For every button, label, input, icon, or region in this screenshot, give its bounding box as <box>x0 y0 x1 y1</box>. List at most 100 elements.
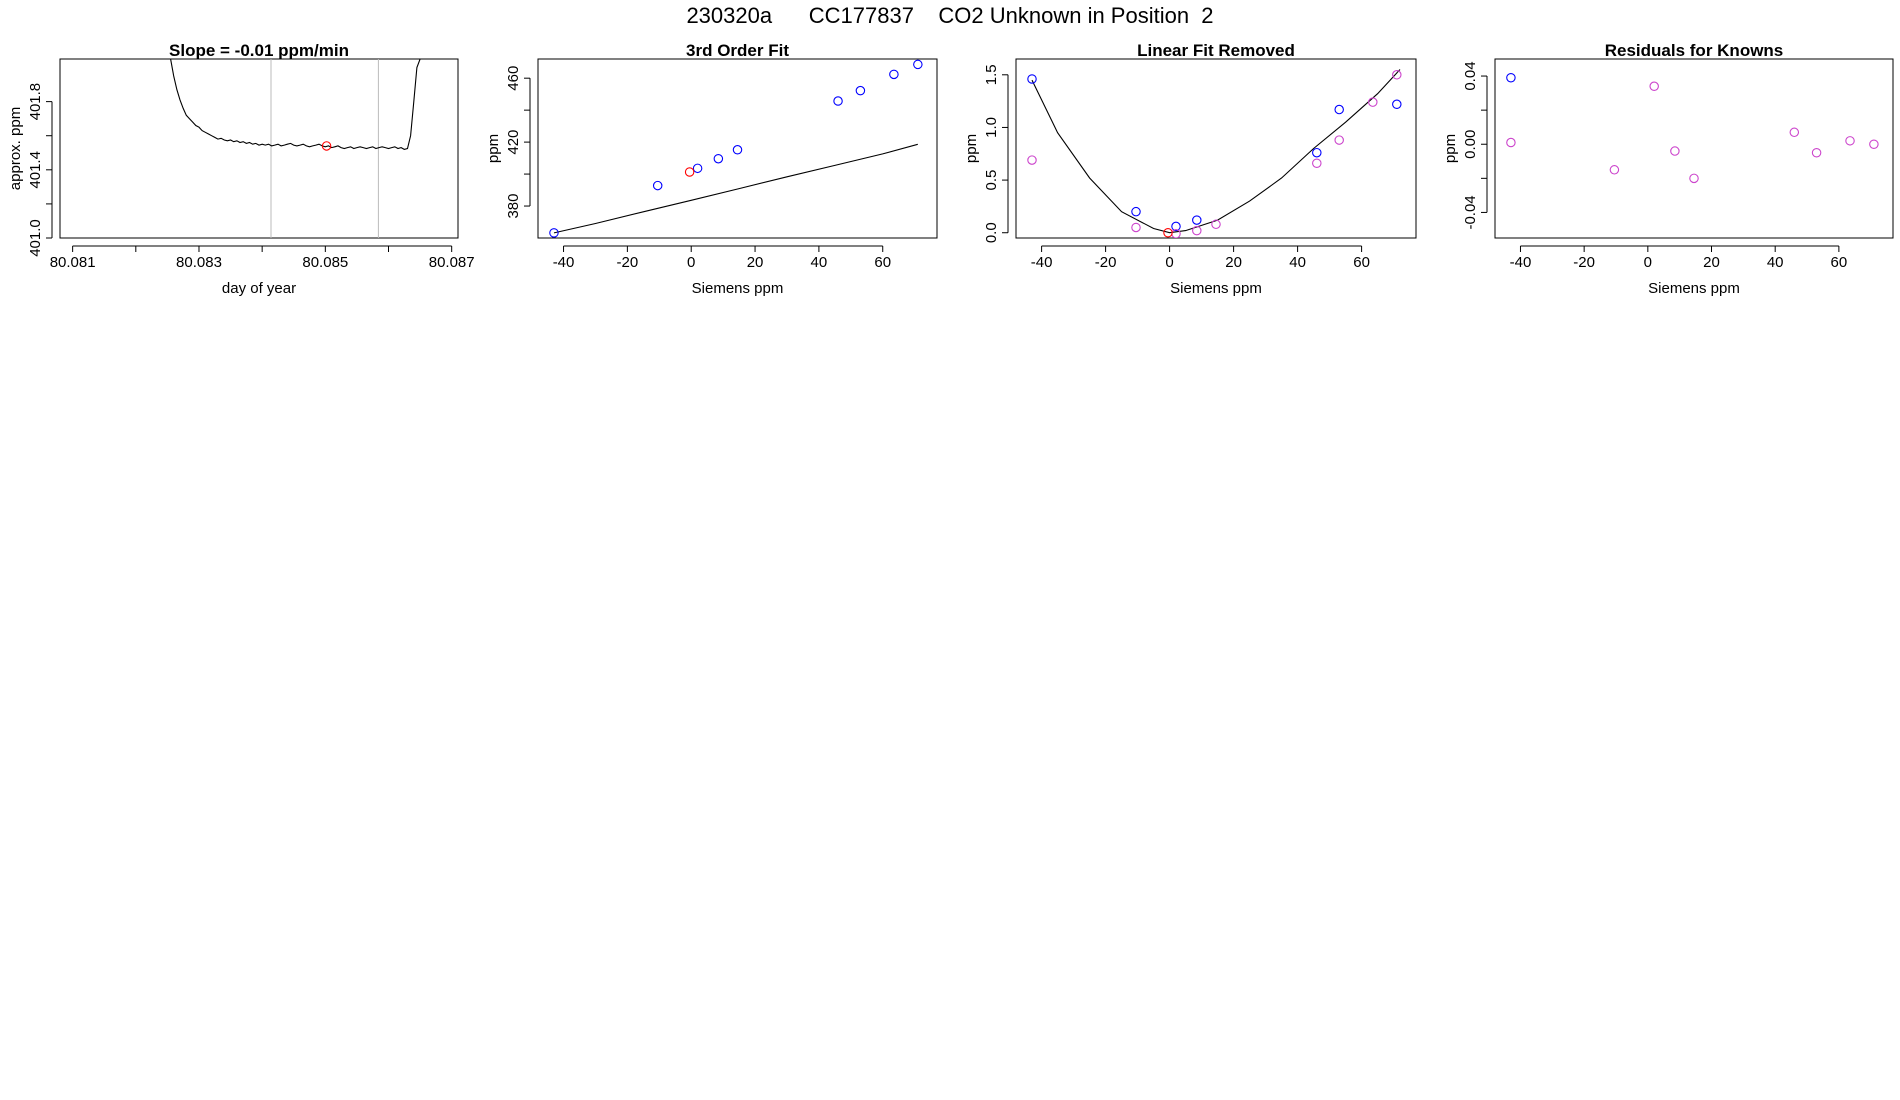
known-point <box>1506 73 1516 83</box>
plot-area <box>1506 73 1879 184</box>
plot-area <box>1027 69 1402 238</box>
y-tick-label: 420 <box>505 130 522 155</box>
known-point <box>1027 74 1037 84</box>
known-point <box>1334 104 1344 115</box>
known-point <box>692 163 703 174</box>
x-axis-label: Siemens ppm <box>1648 280 1740 297</box>
chart-panel-3: Linear Fit Removed -40 -20 0 20 40 60 Siemens p… <box>963 41 1417 297</box>
x-tick-label: 60 <box>1353 254 1370 271</box>
chart-title: Residuals for Knowns <box>1605 41 1784 60</box>
known-point <box>652 180 663 191</box>
x-tick-label: 20 <box>747 254 764 271</box>
x-tick-label: 0 <box>687 254 695 271</box>
x-axis-label: day of year <box>222 280 296 297</box>
y-tick-label: 0.0 <box>983 222 1000 243</box>
x-tick-label: 80.085 <box>302 254 348 271</box>
x-tick-label: -40 <box>1031 254 1053 271</box>
x-tick-label: 0 <box>1165 254 1173 271</box>
y-tick-label: 1.5 <box>983 64 1000 85</box>
known-point <box>889 69 899 80</box>
y-tick-label: 401.8 <box>27 83 44 121</box>
y-axis-label: ppm <box>963 134 980 163</box>
known-point <box>713 153 724 164</box>
residual-point <box>1845 136 1855 146</box>
plot-area <box>549 59 923 238</box>
x-tick-label: 20 <box>1225 254 1242 271</box>
y-tick-label: 401.0 <box>27 219 44 257</box>
x-tick-label: 0 <box>1644 254 1652 271</box>
x-tick-label: 40 <box>1767 254 1784 271</box>
y-tick-label: 401.4 <box>27 151 44 189</box>
y-axis-label: approx. ppm <box>7 107 24 190</box>
series-line <box>553 143 918 234</box>
unknown-point <box>1163 227 1173 238</box>
plot-frame <box>537 58 938 239</box>
residual-point <box>1192 225 1202 236</box>
x-tick-label: -40 <box>1510 254 1532 271</box>
plot-frame <box>1494 58 1894 239</box>
chart-title: 3rd Order Fit <box>686 41 789 60</box>
unknown-point <box>321 141 332 151</box>
residual-point <box>1609 165 1620 175</box>
x-tick-label: -20 <box>617 254 639 271</box>
x-tick-label: 80.087 <box>429 254 475 271</box>
x-tick-label: 80.081 <box>50 254 96 271</box>
y-tick-label: 380 <box>505 194 522 219</box>
chart-panel-2: 3rd Order Fit -40 -20 0 20 40 60 Siemens ppm 380… <box>485 41 938 297</box>
x-tick-label: 60 <box>874 254 891 271</box>
page-title: 230320a CC177837 CO2 Unknown in Position… <box>686 3 1214 28</box>
chart-panel-4: Residuals for Knowns -40 -20 0 20 40 60 Siemens… <box>1442 41 1894 297</box>
residual-point <box>1368 97 1378 107</box>
y-tick-label: 460 <box>505 66 522 91</box>
residual-point <box>1334 135 1344 145</box>
residual-point <box>1027 155 1037 165</box>
plot-area <box>170 59 421 238</box>
x-tick-label: 80.083 <box>176 254 222 271</box>
residual-point <box>1689 173 1699 184</box>
y-tick-label: 0.5 <box>983 170 1000 191</box>
plot-frame <box>59 58 459 239</box>
known-point <box>1392 99 1402 110</box>
x-tick-label: 20 <box>1703 254 1720 271</box>
known-point <box>1171 221 1181 232</box>
residual-point <box>1649 81 1659 92</box>
residual-point <box>1392 70 1402 80</box>
series-line <box>1031 69 1401 234</box>
residual-point <box>1131 222 1141 233</box>
known-point <box>1312 147 1322 158</box>
chart-panel-1: Slope = -0.01 ppm/min 80.081 80.083 80.085 8… <box>7 41 475 297</box>
y-axis-label: ppm <box>485 134 502 163</box>
x-axis-label: Siemens ppm <box>692 280 784 297</box>
y-tick-label: 1.0 <box>983 117 1000 138</box>
known-point <box>732 145 743 155</box>
x-tick-label: 60 <box>1831 254 1848 271</box>
residual-point <box>1869 139 1879 149</box>
known-point <box>1192 215 1202 225</box>
x-tick-label: 40 <box>811 254 828 271</box>
x-tick-label: -40 <box>553 254 575 271</box>
x-tick-label: -20 <box>1095 254 1117 271</box>
residual-point <box>1506 137 1516 148</box>
residual-point <box>1211 219 1221 230</box>
chart-title: Slope = -0.01 ppm/min <box>169 41 349 60</box>
y-tick-label: 0.00 <box>1462 130 1479 159</box>
known-point <box>1131 206 1141 217</box>
y-tick-label: -0.04 <box>1462 195 1479 229</box>
residual-point <box>1811 148 1822 158</box>
known-point <box>855 85 866 96</box>
y-tick-label: 0.04 <box>1462 61 1479 90</box>
residual-point <box>1670 146 1680 156</box>
residual-point <box>1789 127 1800 138</box>
y-axis-label: ppm <box>1442 134 1459 163</box>
x-tick-label: -20 <box>1573 254 1595 271</box>
x-axis-label: Siemens ppm <box>1170 280 1262 297</box>
unknown-point <box>684 167 695 177</box>
x-tick-label: 40 <box>1289 254 1306 271</box>
known-point <box>549 228 559 238</box>
residual-point <box>1312 158 1322 168</box>
known-point <box>833 96 843 106</box>
chart-title: Linear Fit Removed <box>1137 41 1295 60</box>
plot-frame <box>1015 58 1417 239</box>
known-point <box>913 59 923 70</box>
